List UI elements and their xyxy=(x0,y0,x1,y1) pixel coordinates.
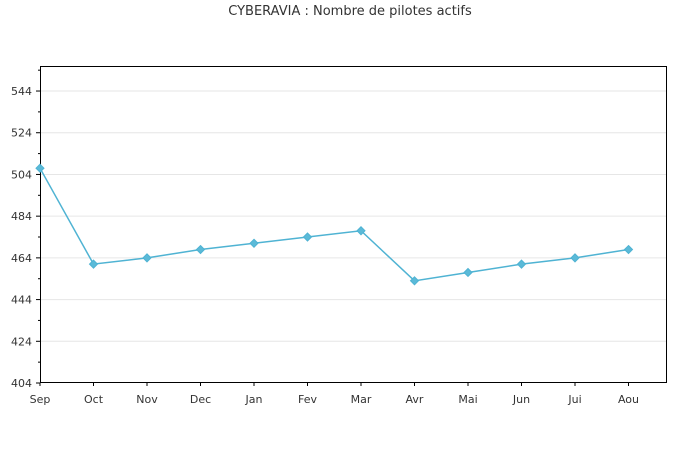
x-tick-label: Jui xyxy=(567,393,581,406)
data-point xyxy=(463,267,473,278)
y-tick-label: 484 xyxy=(11,210,32,223)
data-point xyxy=(249,238,259,248)
y-tick-label: 404 xyxy=(11,377,32,390)
grid-lines xyxy=(40,90,667,342)
data-point xyxy=(570,253,580,263)
data-point xyxy=(516,259,527,269)
x-tick-label: Mai xyxy=(458,393,477,406)
data-point xyxy=(142,253,152,263)
chart-title: CYBERAVIA : Nombre de pilotes actifs xyxy=(228,4,472,19)
x-tick-label: Aou xyxy=(618,393,639,406)
data-point xyxy=(35,163,45,173)
y-tick-label: 464 xyxy=(11,252,32,265)
x-tick-label: Fev xyxy=(298,393,317,406)
y-tick-label: 424 xyxy=(11,335,32,348)
y-tick-label: 544 xyxy=(11,85,32,98)
x-tick-label: Jan xyxy=(245,393,263,406)
x-tick-label: Jun xyxy=(512,393,530,406)
x-tick-label: Avr xyxy=(406,393,424,406)
y-tick-label: 524 xyxy=(11,127,32,140)
x-tick-label: Oct xyxy=(84,393,104,406)
data-point xyxy=(88,259,99,269)
y-tick-label: 444 xyxy=(11,294,32,307)
data-point xyxy=(409,276,420,286)
x-tick-label: Mar xyxy=(351,393,372,406)
axis-ticks: 404 424 444 464 484 504 524 544 Sep Oct Nov Dec Jan F… xyxy=(11,69,639,406)
x-tick-label: Sep xyxy=(30,393,51,406)
x-tick-label: Nov xyxy=(136,393,158,406)
series-layer xyxy=(35,163,634,286)
series-line xyxy=(39,167,629,282)
data-point xyxy=(623,244,634,255)
y-tick-label: 504 xyxy=(11,168,32,181)
plot-frame xyxy=(40,66,667,383)
data-point xyxy=(356,226,366,236)
data-point xyxy=(302,232,313,242)
data-point xyxy=(195,244,206,255)
x-tick-label: Dec xyxy=(190,393,211,406)
